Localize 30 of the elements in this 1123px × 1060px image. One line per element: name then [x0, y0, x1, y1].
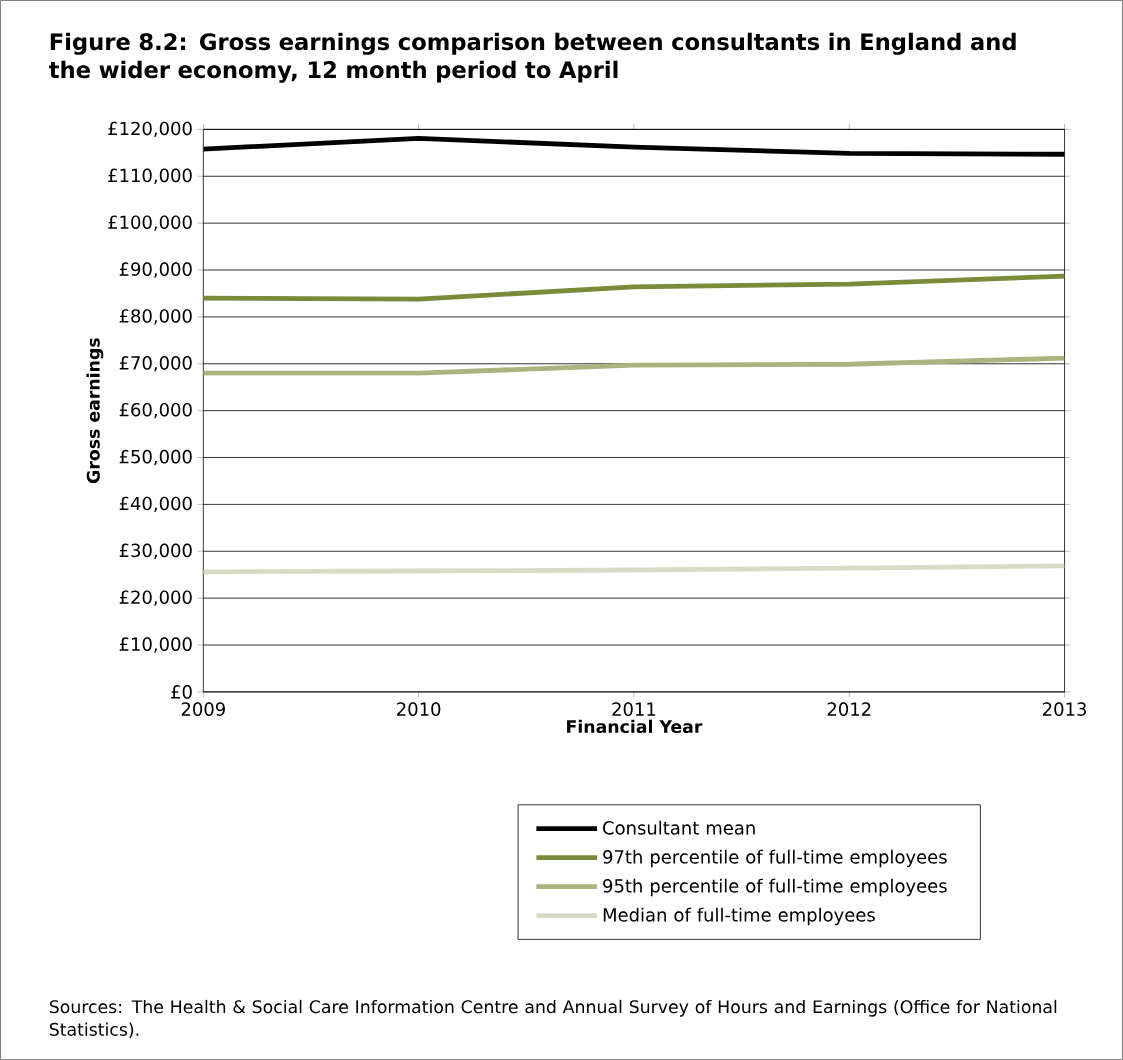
y-tick-label: £30,000	[119, 543, 192, 559]
y-axis-title: Gross earnings	[86, 338, 104, 484]
x-tick-label: 2013	[1042, 702, 1086, 716]
y-tick-label: £50,000	[119, 449, 192, 466]
line-series	[203, 563, 1065, 575]
chart-title: Figure 8.2: Gross earnings comparison between consultants in England and the wider economy, 12 month period to April	[49, 32, 1016, 83]
y-tick-label: £0	[171, 685, 192, 699]
y-tick-label: £100,000	[108, 215, 192, 231]
x-axis-title: Financial Year	[567, 719, 703, 734]
y-tick-label: £110,000	[108, 168, 192, 184]
y-tick-label: £10,000	[119, 637, 192, 653]
x-tick-label: 2012	[827, 702, 871, 716]
legend-label: 95th percentile of full-time employees	[603, 878, 947, 897]
y-tick-label: £120,000	[108, 121, 192, 138]
line-series	[203, 135, 1065, 157]
legend-label: 97th percentile of full-time employees	[603, 849, 947, 868]
x-tick-label: 2011	[612, 702, 656, 716]
legend-label: Median of full-time employees	[603, 907, 875, 926]
y-tick-label: £40,000	[119, 496, 192, 513]
x-tick-label: 2009	[181, 702, 225, 716]
y-tick-label: £90,000	[119, 262, 192, 278]
y-tick-label: £20,000	[119, 590, 192, 606]
y-tick-label: £70,000	[119, 356, 192, 372]
source-note: Sources: The Health & Social Care Information Centre and Annual Survey of Hours and Earnings (Office for National Statistics).	[49, 999, 1057, 1038]
line-series	[203, 355, 1065, 376]
x-tick-label: 2010	[397, 702, 441, 716]
y-tick-label: £60,000	[119, 402, 192, 419]
legend-label: Consultant mean	[603, 820, 755, 835]
line-series	[203, 273, 1065, 302]
y-tick-label: £80,000	[119, 309, 192, 325]
